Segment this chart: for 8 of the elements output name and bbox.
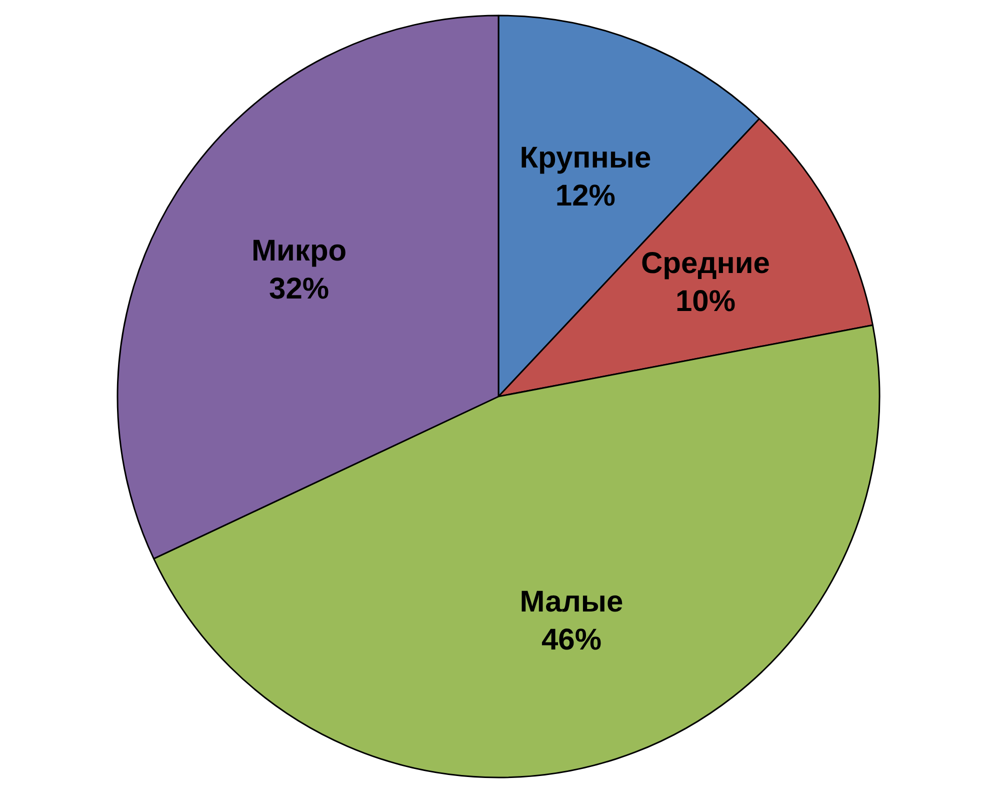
slice-label: Микро bbox=[252, 234, 347, 268]
slice-label: Малые bbox=[520, 586, 624, 619]
slice-label: Крупные bbox=[520, 141, 652, 174]
data-label: 32% bbox=[269, 272, 330, 306]
slice-label: Средние bbox=[641, 247, 770, 280]
data-label: 12% bbox=[555, 179, 616, 212]
data-label: 10% bbox=[675, 285, 736, 318]
data-label: 46% bbox=[541, 624, 602, 657]
